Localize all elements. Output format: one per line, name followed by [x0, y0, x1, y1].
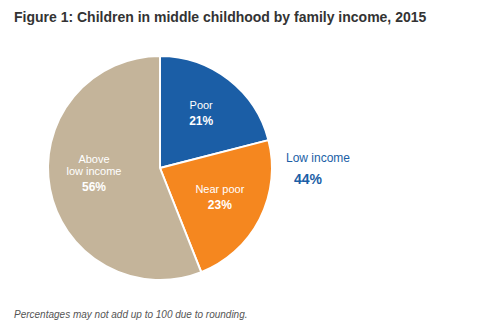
annotation-value: 44% — [294, 171, 323, 187]
slice-value-label: 23% — [208, 198, 232, 212]
chart: Figure 1: Children in middle childhood b… — [0, 0, 500, 328]
slice — [48, 56, 201, 280]
pie — [48, 56, 272, 280]
slice-value-label: 56% — [82, 180, 106, 194]
slice-value-label: 21% — [189, 114, 213, 128]
annotation: Low income — [286, 151, 350, 165]
footer-note: Percentages may not add up to 100 due to… — [14, 309, 248, 320]
slice-labels: Poor 21% Near poor 23% Abovelow income 56% — [66, 99, 244, 212]
annotations: Low income 44% Percentages may not add up … — [14, 151, 350, 320]
slice-category: Near poor — [195, 183, 244, 195]
title: Figure 1: Children in middle childhood b… — [14, 9, 427, 25]
slice-category: Poor — [190, 99, 214, 111]
chart-container: Figure 1: Children in middle childhood b… — [0, 0, 500, 328]
slice-category: Abovelow income — [66, 153, 121, 177]
